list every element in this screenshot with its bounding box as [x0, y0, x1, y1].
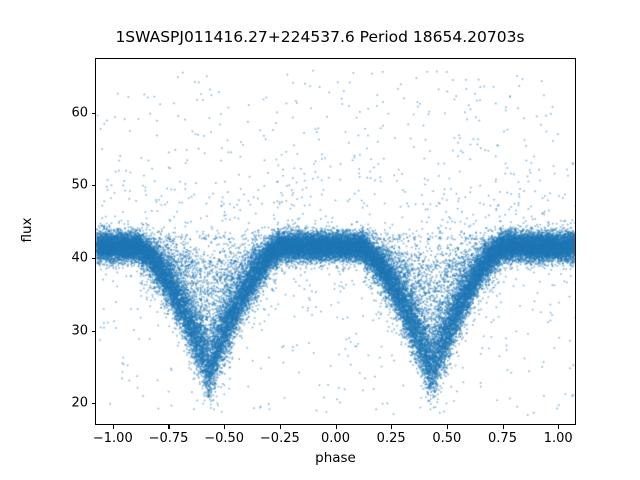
y-tick-label: 50: [71, 177, 88, 193]
x-tickmark: [168, 425, 170, 429]
x-tick-label: 1.00: [543, 431, 573, 446]
x-tickmark: [224, 425, 226, 429]
y-axis-label: flux: [19, 217, 35, 243]
x-tick-label: −0.50: [204, 431, 245, 446]
y-tickmark: [91, 257, 95, 259]
y-axis-tickmarks: [91, 58, 96, 425]
y-tickmark: [91, 112, 95, 114]
plot-axes: [95, 58, 576, 425]
y-tick-label: 20: [71, 395, 88, 411]
scatter-plot-canvas: [96, 59, 575, 424]
x-axis-tick-labels: −1.00 −0.75 −0.50 −0.25 0.00 0.25 0.50 0.75 1.00: [92, 431, 576, 449]
y-tickmark: [91, 185, 95, 187]
y-tick-label: 60: [71, 105, 88, 120]
x-tick-label: 0.25: [376, 431, 406, 446]
x-tick-label: 0.50: [432, 431, 462, 446]
x-tick-label: 0.00: [321, 431, 350, 446]
x-tickmark: [558, 425, 560, 429]
x-tick-label: 0.75: [488, 431, 517, 446]
x-axis-label: phase: [315, 450, 356, 466]
x-tickmark: [335, 425, 337, 429]
x-tickmark: [279, 425, 281, 429]
y-tick-label: 40: [71, 250, 88, 266]
x-tickmark: [112, 425, 114, 429]
y-tickmark: [91, 330, 95, 332]
y-tickmark: [91, 403, 95, 405]
x-tick-label: −0.75: [148, 431, 189, 446]
y-axis-tick-labels: 20 30 40 50 60: [43, 58, 88, 425]
x-tickmark: [391, 425, 393, 429]
x-tick-label: −0.25: [259, 431, 300, 446]
x-tickmark: [446, 425, 448, 429]
y-tick-label: 30: [71, 323, 88, 339]
x-tickmark: [502, 425, 504, 429]
page-title: 1SWASPJ011416.27+224537.6 Period 18654.2…: [115, 28, 525, 46]
x-axis-tickmarks: [95, 425, 576, 429]
x-tick-label: −1.00: [92, 431, 133, 446]
